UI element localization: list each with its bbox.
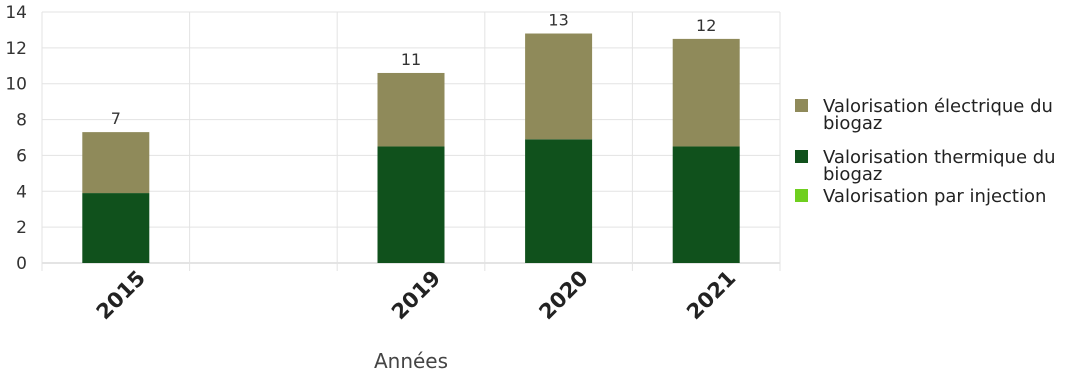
bar-segment bbox=[525, 139, 593, 263]
bar-total-label: 13 bbox=[548, 11, 568, 30]
bar-total-label: 7 bbox=[111, 109, 121, 128]
x-tick-label: 2019 bbox=[387, 266, 445, 324]
bar-segment bbox=[525, 33, 593, 140]
y-tick-label: 2 bbox=[16, 218, 27, 238]
y-tick-label: 12 bbox=[5, 39, 27, 59]
bar-segment bbox=[672, 146, 740, 263]
y-tick-label: 6 bbox=[16, 146, 27, 166]
y-tick-label: 14 bbox=[5, 3, 27, 23]
bar-segment bbox=[82, 132, 150, 194]
x-axis-title: Années bbox=[374, 349, 448, 373]
bar-total-label: 12 bbox=[696, 16, 716, 35]
bar-segment bbox=[377, 72, 445, 147]
x-tick-label: 2021 bbox=[682, 266, 740, 324]
legend-label: Valorisation électrique du biogaz bbox=[823, 96, 1053, 134]
bar-segment bbox=[82, 193, 150, 263]
legend-swatch bbox=[795, 99, 808, 112]
legend-label: Valorisation thermique du biogaz bbox=[823, 147, 1056, 185]
bar-total-label: 11 bbox=[401, 50, 421, 69]
legend-swatch bbox=[795, 150, 808, 163]
y-tick-label: 4 bbox=[16, 182, 27, 202]
y-tick-label: 8 bbox=[16, 111, 27, 131]
y-tick-label: 0 bbox=[16, 254, 27, 274]
legend-label: Valorisation par injection bbox=[823, 186, 1046, 207]
x-tick-label: 2015 bbox=[92, 266, 150, 324]
y-tick-label: 10 bbox=[5, 75, 27, 95]
legend-swatch bbox=[795, 189, 808, 202]
bar-segment bbox=[672, 38, 740, 147]
x-tick-label: 2020 bbox=[534, 266, 592, 324]
bar-segment bbox=[377, 146, 445, 263]
